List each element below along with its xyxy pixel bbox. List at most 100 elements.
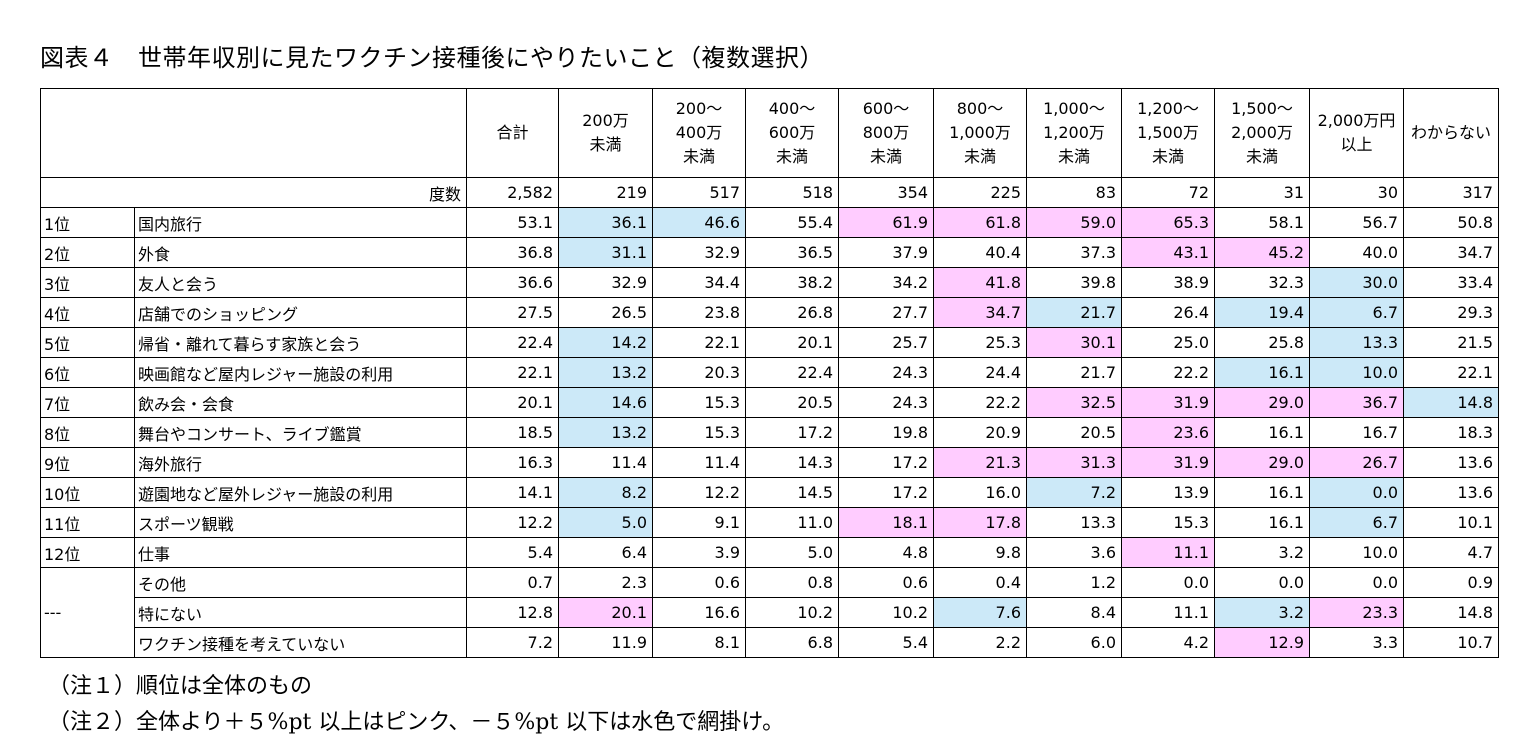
value-cell: 31.9 [1121, 447, 1215, 478]
item-label: ワクチン接種を考えていない [134, 627, 467, 658]
value-cell: 18.5 [466, 417, 559, 448]
table-row: 10位 遊園地など屋外レジャー施設の利用 14.1 8.2 12.2 14.5 17.2 16… [40, 477, 1499, 508]
rank-cell: 4位 [40, 297, 135, 328]
value-cell: 16.7 [1309, 417, 1404, 448]
rank-cell: --- [40, 597, 135, 628]
item-label: 海外旅行 [134, 447, 467, 478]
value-cell: 37.9 [838, 237, 934, 268]
item-label: 友人と会う [134, 267, 467, 298]
value-cell: 10.0 [1309, 537, 1404, 568]
value-cell: 31.3 [1026, 447, 1122, 478]
count-cell: 31 [1214, 177, 1310, 208]
value-cell: 30.1 [1026, 327, 1122, 358]
table-row: --- 特にない 12.8 20.1 16.6 10.2 10.2 7.6 8.4 11.1 3.2… [40, 597, 1499, 628]
table-row: 3位 友人と会う 36.6 32.9 34.4 38.2 34.2 41.8 39.8 38.9 3… [40, 267, 1499, 298]
value-cell: 17.2 [745, 417, 839, 448]
value-cell: 21.7 [1026, 357, 1122, 388]
value-cell: 21.3 [933, 447, 1027, 478]
value-cell: 14.8 [1403, 597, 1499, 628]
column-header: わからない [1403, 88, 1499, 178]
item-label: 仕事 [134, 537, 467, 568]
column-header: 2,000万円 以上 [1309, 88, 1404, 178]
value-cell: 11.0 [745, 507, 839, 538]
value-cell: 20.5 [745, 387, 839, 418]
value-cell: 18.3 [1403, 417, 1499, 448]
item-label: 特にない [134, 597, 467, 628]
column-header: 200万 未満 [558, 88, 653, 178]
value-cell: 9.8 [933, 537, 1027, 568]
count-cell: 354 [838, 177, 934, 208]
value-cell: 36.7 [1309, 387, 1404, 418]
page-title: 図表４ 世帯年収別に見たワクチン接種後にやりたいこと（複数選択） [40, 44, 824, 72]
value-cell: 16.0 [933, 477, 1027, 508]
value-cell: 37.3 [1026, 237, 1122, 268]
value-cell: 23.6 [1121, 417, 1215, 448]
value-cell: 25.0 [1121, 327, 1215, 358]
table-row: 8位 舞台やコンサート、ライブ鑑賞 18.5 13.2 15.3 17.2 19.8 20.9… [40, 417, 1499, 448]
value-cell: 7.2 [1026, 477, 1122, 508]
value-cell: 9.1 [652, 507, 746, 538]
value-cell: 61.9 [838, 207, 934, 238]
value-cell: 22.4 [466, 327, 559, 358]
value-cell: 20.3 [652, 357, 746, 388]
value-cell: 26.8 [745, 297, 839, 328]
value-cell: 31.1 [558, 237, 653, 268]
value-cell: 14.6 [558, 387, 653, 418]
column-header: 1,000～ 1,200万 未満 [1026, 88, 1122, 178]
rank-cell [40, 567, 135, 598]
value-cell: 6.7 [1309, 297, 1404, 328]
value-cell: 3.6 [1026, 537, 1122, 568]
value-cell: 20.1 [558, 597, 653, 628]
value-cell: 10.2 [745, 597, 839, 628]
column-header: 1,500～ 2,000万 未満 [1214, 88, 1310, 178]
count-cell: 225 [933, 177, 1027, 208]
value-cell: 50.8 [1403, 207, 1499, 238]
value-cell: 32.9 [652, 237, 746, 268]
header-row: 合計 200万 未満 200～ 400万 未満 400～ 600万 未満 600～ 800万 未満 80… [40, 88, 1499, 178]
value-cell: 23.3 [1309, 597, 1404, 628]
value-cell: 24.3 [838, 357, 934, 388]
table-row: 12位 仕事 5.4 6.4 3.9 5.0 4.8 9.8 3.6 11.1 3.2 10.0 4.7 [40, 537, 1499, 568]
value-cell: 36.8 [466, 237, 559, 268]
value-cell: 8.4 [1026, 597, 1122, 628]
rank-cell: 5位 [40, 327, 135, 358]
value-cell: 16.3 [466, 447, 559, 478]
value-cell: 22.2 [1121, 357, 1215, 388]
value-cell: 8.2 [558, 477, 653, 508]
value-cell: 41.8 [933, 267, 1027, 298]
value-cell: 22.4 [745, 357, 839, 388]
value-cell: 4.8 [838, 537, 934, 568]
value-cell: 2.2 [933, 627, 1027, 658]
value-cell: 39.8 [1026, 267, 1122, 298]
table-row: その他 0.7 2.3 0.6 0.8 0.6 0.4 1.2 0.0 0.0 0.0 0.9 [40, 567, 1499, 598]
item-label: 国内旅行 [134, 207, 467, 238]
value-cell: 22.2 [933, 387, 1027, 418]
value-cell: 7.6 [933, 597, 1027, 628]
rank-cell: 6位 [40, 357, 135, 388]
value-cell: 38.2 [745, 267, 839, 298]
value-cell: 0.4 [933, 567, 1027, 598]
value-cell: 10.1 [1403, 507, 1499, 538]
value-cell: 16.1 [1214, 417, 1310, 448]
value-cell: 56.7 [1309, 207, 1404, 238]
value-cell: 43.1 [1121, 237, 1215, 268]
value-cell: 32.3 [1214, 267, 1310, 298]
count-cell: 518 [745, 177, 839, 208]
value-cell: 6.7 [1309, 507, 1404, 538]
value-cell: 6.0 [1026, 627, 1122, 658]
value-cell: 6.4 [558, 537, 653, 568]
value-cell: 25.8 [1214, 327, 1310, 358]
value-cell: 0.6 [838, 567, 934, 598]
value-cell: 5.0 [745, 537, 839, 568]
value-cell: 22.1 [466, 357, 559, 388]
value-cell: 16.1 [1214, 357, 1310, 388]
value-cell: 5.0 [558, 507, 653, 538]
value-cell: 29.0 [1214, 387, 1310, 418]
value-cell: 13.6 [1403, 447, 1499, 478]
value-cell: 36.6 [466, 267, 559, 298]
item-label: 遊園地など屋外レジャー施設の利用 [134, 477, 467, 508]
table-row: 4位 店舗でのショッピング 27.5 26.5 23.8 26.8 27.7 34.7 21.7… [40, 297, 1499, 328]
table-row: 11位 スポーツ観戦 12.2 5.0 9.1 11.0 18.1 17.8 13.3 15.3 1… [40, 507, 1499, 538]
value-cell: 20.1 [745, 327, 839, 358]
value-cell: 11.1 [1121, 597, 1215, 628]
